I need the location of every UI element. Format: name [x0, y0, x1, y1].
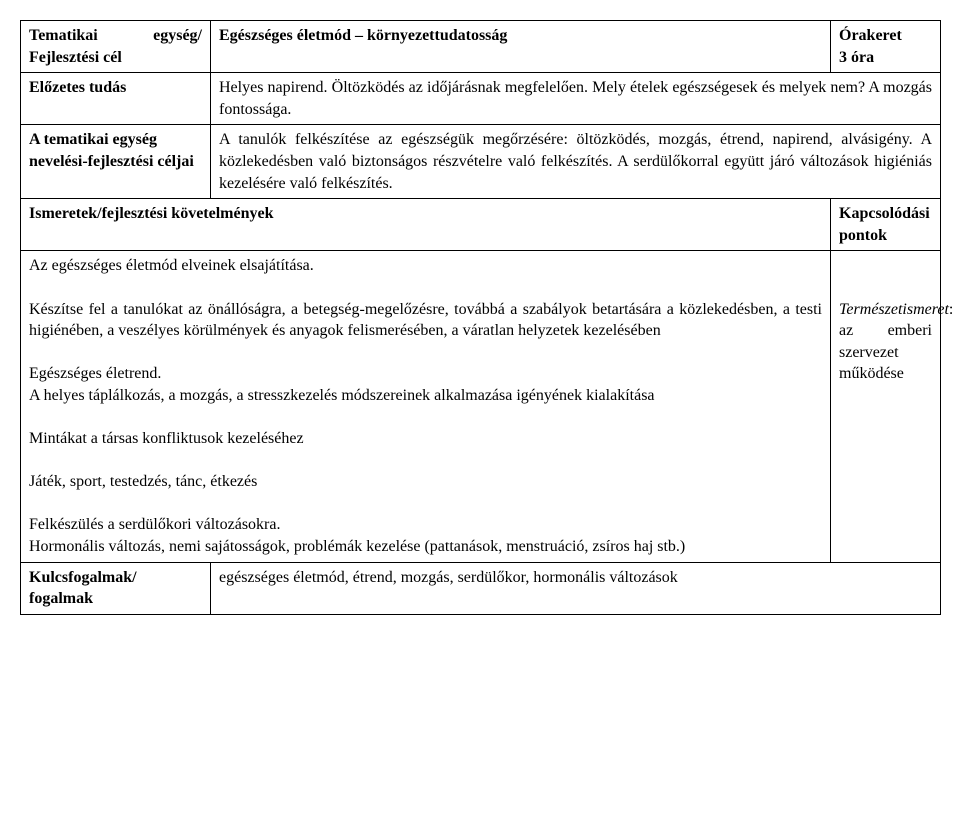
cell-goals: A tanulók felkészítése az egészségük meg…: [211, 125, 941, 199]
table-row: Ismeretek/fejlesztési követelmények Kapc…: [21, 199, 941, 251]
cell-prior-knowledge-label: Előzetes tudás: [21, 73, 211, 125]
table-row: Kulcsfogalmak/ fogalmak egészséges életm…: [21, 562, 941, 614]
cell-goals-label: A tematikai egység nevelési-fejlesztési …: [21, 125, 211, 199]
cell-requirements-body: Az egészséges életmód elveinek elsajátít…: [21, 251, 831, 562]
cell-connections-header: Kapcsolódási pontok: [831, 199, 941, 251]
curriculum-table: Tematikai egység/ Fejlesztési cél Egészs…: [20, 20, 941, 615]
table-row: Tematikai egység/ Fejlesztési cél Egészs…: [21, 21, 941, 73]
cell-timeframe: Órakeret3 óra: [831, 21, 941, 73]
cell-unit-title: Egészséges életmód – környezettudatosság: [211, 21, 831, 73]
table-row: Előzetes tudás Helyes napirend. Öltözköd…: [21, 73, 941, 125]
cell-unit-label: Tematikai egység/ Fejlesztési cél: [21, 21, 211, 73]
cell-keywords-label: Kulcsfogalmak/ fogalmak: [21, 562, 211, 614]
table-row: A tematikai egység nevelési-fejlesztési …: [21, 125, 941, 199]
cell-requirements-header: Ismeretek/fejlesztési követelmények: [21, 199, 831, 251]
table-row: Az egészséges életmód elveinek elsajátít…: [21, 251, 941, 562]
cell-prior-knowledge: Helyes napirend. Öltözködés az időjárásn…: [211, 73, 941, 125]
cell-connections-body: Természetismeret:az emberi szervezet műk…: [831, 251, 941, 562]
cell-keywords: egészséges életmód, étrend, mozgás, serd…: [211, 562, 941, 614]
